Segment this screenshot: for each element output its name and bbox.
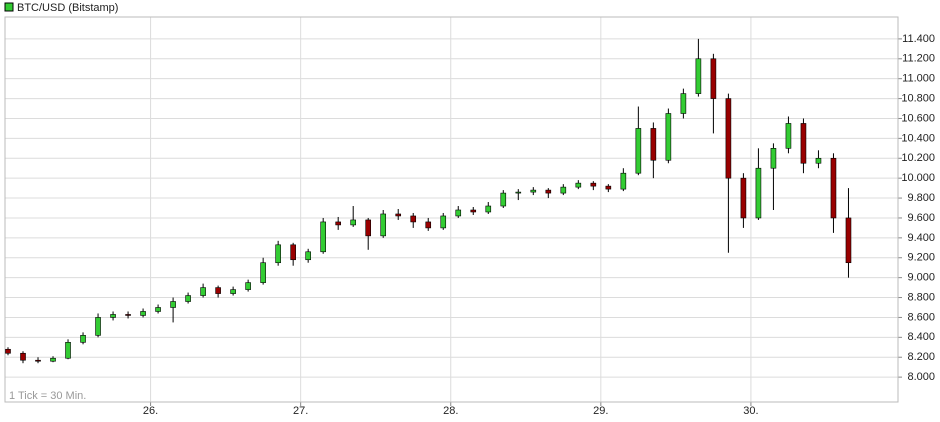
candle-body: [635, 128, 642, 174]
candle-body: [665, 113, 672, 161]
candle-body: [200, 287, 206, 296]
y-tick-label: 9.400: [907, 232, 935, 244]
y-tick-label: 9.800: [907, 192, 935, 204]
candle-body: [290, 244, 296, 261]
y-tick-label: 10.000: [901, 172, 935, 184]
candle-body: [680, 93, 687, 114]
candle-body: [380, 213, 387, 237]
y-tick-label: 8.200: [907, 351, 935, 363]
candle-body: [245, 282, 251, 290]
candle-body: [605, 185, 612, 190]
candle-body: [560, 186, 567, 194]
candle-body: [335, 221, 341, 226]
candle-body: [395, 213, 402, 217]
y-tick-label: 8.600: [907, 311, 935, 323]
x-tick-label: 27.: [293, 405, 308, 417]
candle-body: [455, 209, 462, 217]
candle-body: [320, 221, 326, 253]
candle-body: [260, 262, 266, 283]
x-tick-label: 28.: [443, 405, 458, 417]
y-tick-label: 11.400: [902, 33, 935, 45]
y-tick-label: 11.200: [902, 53, 935, 65]
y-tick-label: 10.400: [901, 132, 935, 144]
plot-area: [4, 16, 899, 403]
y-tick-label: 9.200: [907, 252, 935, 264]
candle-body: [830, 157, 837, 219]
candle-body: [35, 359, 41, 362]
y-tick-label: 8.800: [907, 291, 935, 303]
candle-body: [785, 123, 792, 149]
candle-body: [305, 251, 311, 261]
candle-body: [365, 219, 372, 237]
candle-body: [95, 317, 101, 336]
candle-body: [470, 209, 477, 213]
candle-body: [5, 348, 11, 354]
candle-body: [695, 58, 702, 94]
plot-area: [4, 16, 899, 403]
candle-body: [350, 219, 356, 226]
y-tick-label: 10.200: [901, 152, 935, 164]
candle-body: [620, 172, 627, 190]
candle-body: [725, 98, 732, 179]
candle-body: [185, 295, 191, 302]
candle-body: [710, 58, 717, 99]
candle-body: [125, 314, 131, 316]
candle-body: [230, 289, 236, 294]
candle-body: [155, 307, 161, 312]
x-tick-label: 30.: [743, 405, 758, 417]
x-tick-label: 26.: [143, 405, 158, 417]
candle-body: [80, 335, 86, 343]
candle-body: [50, 357, 56, 362]
candle-body: [740, 177, 747, 219]
candle-body: [275, 244, 281, 264]
y-tick-label: 10.800: [901, 92, 935, 104]
candle-body: [65, 342, 71, 359]
y-tick-label: 9.000: [907, 272, 935, 284]
legend-label: BTC/USD (Bitstamp): [17, 2, 118, 14]
y-tick-label: 10.600: [901, 112, 935, 124]
candle-body: [515, 191, 522, 194]
annotation: 1 Tick = 30 Min.: [9, 390, 86, 402]
candle-body: [530, 189, 537, 193]
y-tick-label: 11.000: [902, 73, 935, 85]
candle-body: [815, 157, 822, 164]
y-tick-label: 9.600: [907, 212, 935, 224]
candle-body: [770, 148, 777, 169]
candle-body: [425, 221, 432, 229]
candle-body: [140, 311, 146, 316]
candle-body: [575, 182, 582, 188]
x-tick-label: 29.: [593, 405, 608, 417]
candle-body: [485, 205, 492, 213]
y-tick-label: 8.400: [907, 331, 935, 343]
candle-body: [545, 189, 552, 194]
y-tick-label: 8.000: [907, 371, 935, 383]
candle-body: [215, 287, 221, 294]
candle-body: [755, 167, 762, 219]
candle-body: [440, 215, 447, 229]
candle-body: [650, 128, 657, 161]
candle-body: [110, 314, 116, 318]
candle-body: [410, 215, 417, 223]
candle-body: [500, 192, 507, 207]
candle-body: [170, 301, 176, 308]
legend-swatch: [4, 2, 14, 12]
candle-body: [845, 217, 852, 264]
candle-body: [590, 182, 597, 187]
candle-body: [800, 123, 807, 164]
candle-body: [20, 352, 26, 361]
